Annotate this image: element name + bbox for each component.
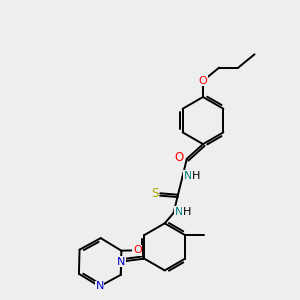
Text: H: H xyxy=(192,171,200,181)
Text: O: O xyxy=(199,76,207,86)
Text: N: N xyxy=(184,171,192,181)
Text: H: H xyxy=(183,206,191,217)
Text: S: S xyxy=(151,187,159,200)
Text: O: O xyxy=(133,245,142,255)
Text: N: N xyxy=(175,206,183,217)
Text: N: N xyxy=(117,256,125,267)
Text: O: O xyxy=(174,151,183,164)
Text: N: N xyxy=(95,281,104,291)
